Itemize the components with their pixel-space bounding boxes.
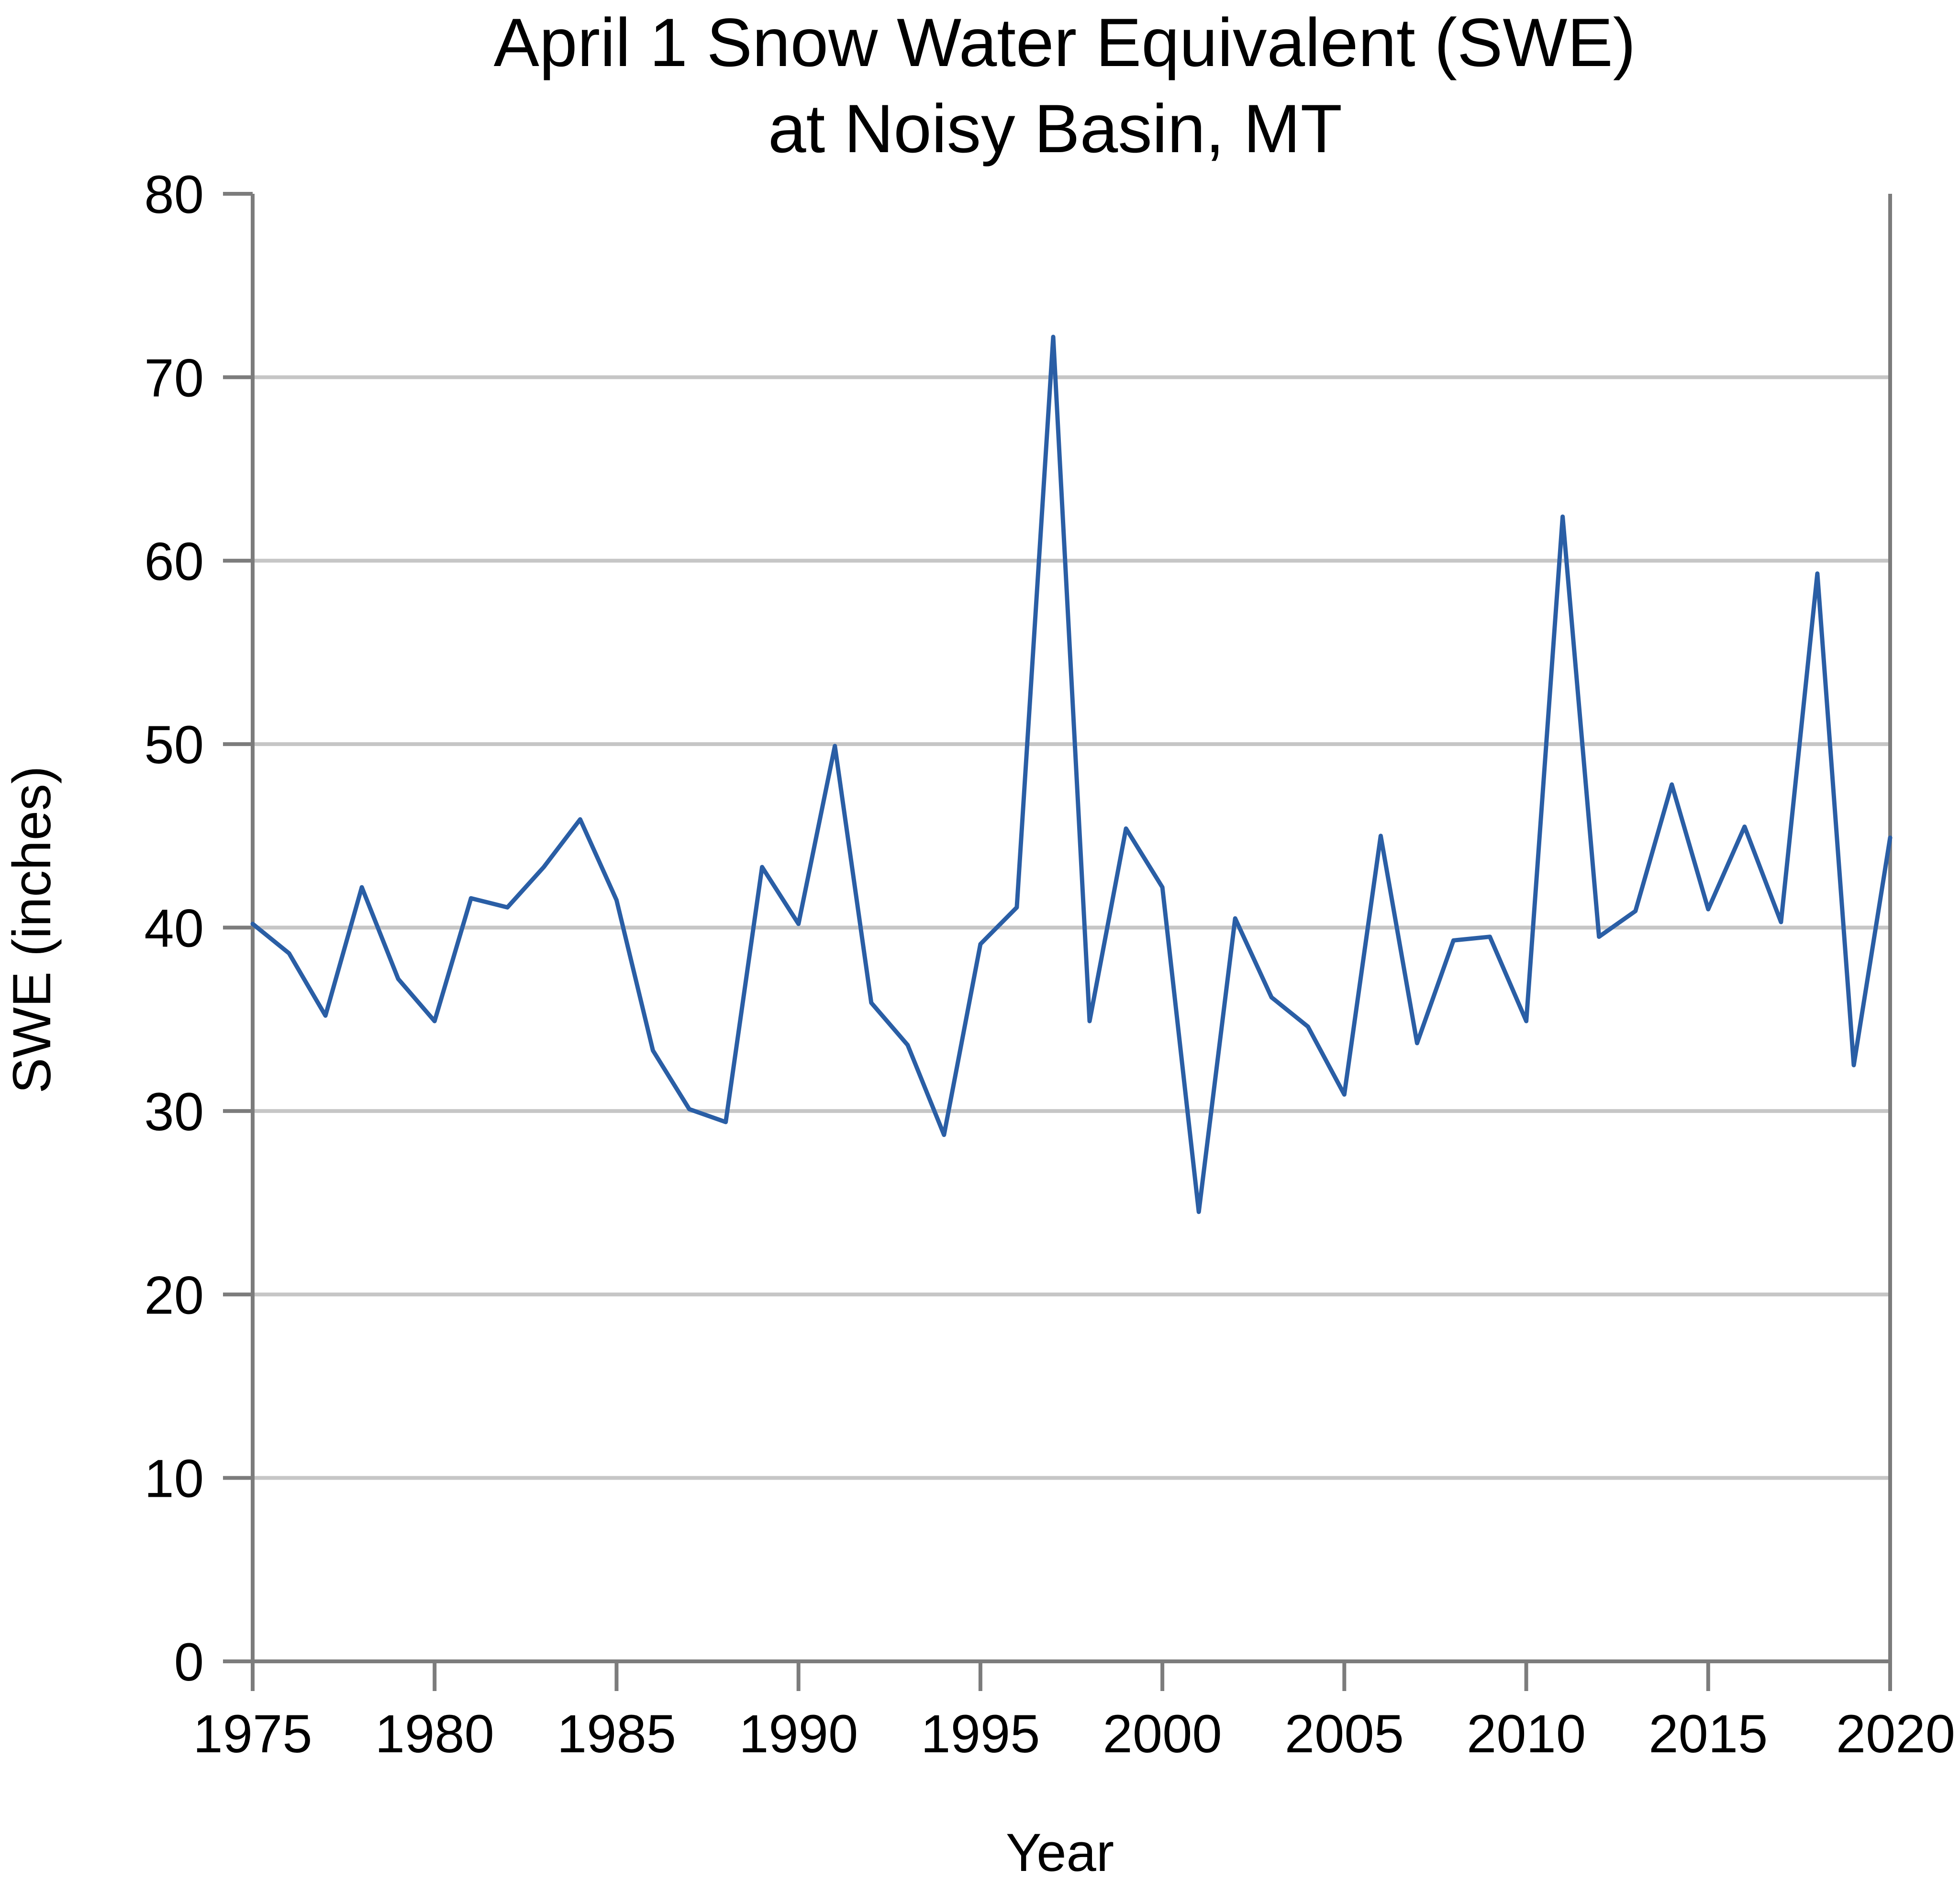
y-tick-label: 20	[144, 1265, 204, 1325]
y-tick-label: 60	[144, 532, 204, 591]
plot-frame	[251, 194, 1892, 1663]
x-axis-ticks: 1975 1980 1985 1990 1995 2000 2005 2010 2015 2020	[193, 1661, 1955, 1764]
y-tick-label: 70	[144, 348, 204, 408]
x-tick-label: 1980	[375, 1704, 494, 1764]
x-tick-label: 2000	[1103, 1704, 1222, 1764]
y-tick-label: 40	[144, 899, 204, 958]
series-line-swe	[250, 334, 1893, 1214]
y-tick-label: 0	[174, 1632, 204, 1692]
y-axis-label: SWE (inches)	[2, 766, 62, 1094]
gridlines	[253, 375, 1890, 1480]
x-tick-label: 1985	[557, 1704, 676, 1764]
chart-subtitle: at Noisy Basin, MT	[768, 91, 1342, 167]
y-tick-label: 80	[144, 165, 204, 224]
x-tick-label: 1995	[921, 1704, 1040, 1764]
chart-title: April 1 Snow Water Equivalent (SWE)	[494, 5, 1636, 81]
x-tick-label: 1990	[739, 1704, 858, 1764]
x-tick-label: 1975	[193, 1704, 312, 1764]
x-tick-label: 2010	[1467, 1704, 1586, 1764]
x-tick-label: 2015	[1648, 1704, 1768, 1764]
x-tick-label: 2020	[1836, 1704, 1955, 1764]
y-tick-label: 50	[144, 715, 204, 775]
y-tick-label: 30	[144, 1082, 204, 1142]
y-axis-ticks: 0 10 20 30 40 50 60 70 80	[144, 165, 253, 1692]
x-tick-label: 2005	[1285, 1704, 1404, 1764]
x-axis-label: Year	[1006, 1823, 1114, 1882]
y-tick-label: 10	[144, 1449, 204, 1509]
